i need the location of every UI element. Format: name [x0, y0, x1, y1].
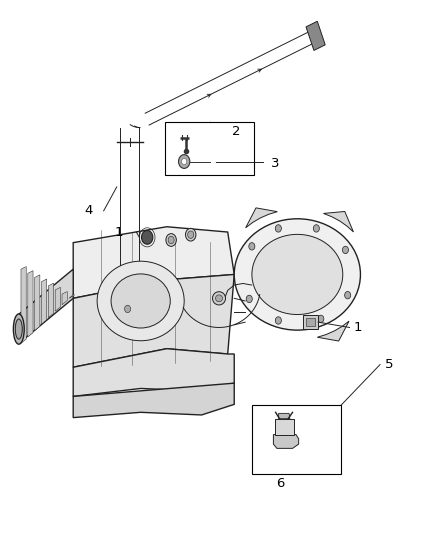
Polygon shape: [42, 279, 47, 324]
Circle shape: [313, 225, 319, 232]
Bar: [165, 122, 254, 175]
Polygon shape: [21, 266, 26, 343]
Polygon shape: [19, 269, 73, 343]
Circle shape: [187, 231, 194, 238]
Circle shape: [122, 303, 133, 316]
Circle shape: [179, 155, 190, 168]
Circle shape: [141, 230, 153, 244]
Polygon shape: [48, 283, 53, 318]
Ellipse shape: [212, 292, 226, 305]
Circle shape: [168, 236, 174, 244]
Bar: [303, 316, 318, 329]
Text: 3: 3: [271, 157, 280, 169]
Polygon shape: [69, 294, 74, 298]
Text: 6: 6: [276, 478, 284, 490]
Text: 1: 1: [354, 321, 363, 334]
Circle shape: [249, 243, 255, 250]
Circle shape: [182, 158, 187, 165]
Polygon shape: [73, 383, 234, 418]
Polygon shape: [324, 212, 353, 232]
Circle shape: [345, 292, 351, 299]
Ellipse shape: [234, 219, 360, 330]
Polygon shape: [318, 321, 349, 341]
Polygon shape: [62, 292, 67, 305]
Circle shape: [185, 228, 196, 241]
Polygon shape: [246, 208, 277, 228]
Circle shape: [276, 317, 281, 324]
Text: 2: 2: [232, 125, 240, 138]
Polygon shape: [273, 434, 299, 448]
Circle shape: [166, 233, 177, 246]
Circle shape: [276, 225, 281, 232]
Ellipse shape: [13, 314, 24, 344]
Circle shape: [318, 315, 324, 322]
Polygon shape: [275, 419, 294, 434]
Circle shape: [124, 305, 131, 313]
Circle shape: [343, 246, 349, 254]
Ellipse shape: [15, 319, 22, 339]
Circle shape: [246, 295, 252, 303]
Ellipse shape: [97, 261, 184, 341]
Polygon shape: [55, 287, 60, 311]
Bar: [252, 406, 341, 474]
Ellipse shape: [215, 295, 223, 302]
Polygon shape: [73, 349, 234, 397]
Polygon shape: [28, 271, 33, 337]
Polygon shape: [73, 227, 234, 298]
Ellipse shape: [111, 274, 170, 328]
Ellipse shape: [252, 235, 343, 314]
Polygon shape: [73, 274, 234, 367]
Polygon shape: [35, 275, 40, 330]
Text: 5: 5: [385, 358, 393, 371]
Text: 1: 1: [115, 225, 123, 239]
Bar: [306, 318, 315, 326]
Polygon shape: [279, 414, 290, 419]
Text: 4: 4: [84, 204, 92, 217]
Polygon shape: [306, 21, 325, 51]
